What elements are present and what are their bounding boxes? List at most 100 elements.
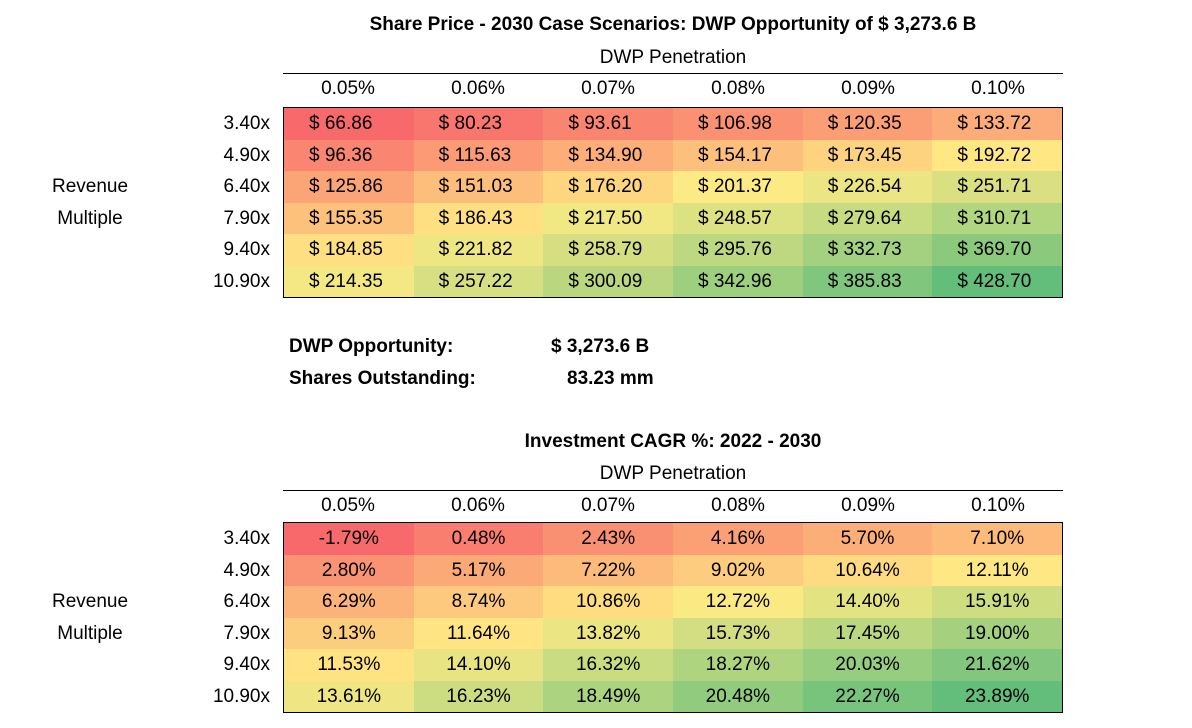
table-cell: -1.79%: [284, 523, 414, 555]
table-row: 11.53% 14.10% 16.32% 18.27% 20.03% 21.62%: [284, 649, 1063, 681]
row-header: 6.40x: [223, 591, 270, 612]
table-row: 6.29% 8.74% 10.86% 12.72% 14.40% 15.91%: [284, 586, 1063, 618]
opportunity-label: DWP Opportunity:: [289, 336, 454, 357]
row-axis-label-line1: Revenue: [51, 176, 129, 197]
table-cell: 12.72%: [673, 586, 803, 618]
column-header: 0.06%: [451, 495, 505, 516]
row-header: 4.90x: [223, 144, 270, 166]
table-cell: 23.89%: [932, 680, 1063, 712]
column-header: 0.09%: [841, 495, 895, 516]
table-cell: $ 96.36: [284, 139, 414, 171]
table-cell: 13.82%: [543, 617, 674, 649]
table-cell: $ 251.71: [932, 171, 1063, 203]
table-cell: $ 332.73: [802, 234, 933, 266]
table-cell: $ 258.79: [543, 234, 674, 266]
table-cell: $ 226.54: [802, 171, 933, 203]
table-cell: $ 214.35: [284, 265, 414, 297]
table-cell: 7.10%: [932, 523, 1063, 555]
table-cell: 4.16%: [673, 523, 803, 555]
table-cell: 21.62%: [932, 649, 1063, 681]
table-cell: 2.80%: [284, 554, 414, 586]
column-header: 0.10%: [971, 495, 1025, 516]
table-cell: $ 176.20: [543, 171, 674, 203]
share-price-heatmap-table: $ 66.86 $ 80.23 $ 93.61 $ 106.98 $ 120.35 $ 1…: [283, 107, 1063, 298]
table-cell: $ 201.37: [673, 171, 803, 203]
table-cell: $ 192.72: [932, 139, 1063, 171]
table-cell: $ 369.70: [932, 234, 1063, 266]
cagr-title: Investment CAGR %: 2022 - 2030: [524, 431, 822, 452]
table-cell: 11.64%: [413, 617, 544, 649]
opportunity-value: $ 3,273.6 B: [551, 336, 650, 357]
table-cell: $ 155.35: [284, 202, 414, 234]
table-cell: $ 115.63: [413, 139, 544, 171]
table-cell: $ 133.72: [932, 108, 1063, 140]
table-cell: 15.73%: [673, 617, 803, 649]
table-cell: $ 80.23: [413, 108, 544, 140]
table-cell: $ 428.70: [932, 265, 1063, 297]
table-cell: $ 300.09: [543, 265, 674, 297]
table-cell: 20.48%: [673, 680, 803, 712]
share-price-title: Share Price - 2030 Case Scenarios: DWP O…: [369, 14, 977, 35]
table-cell: $ 184.85: [284, 234, 414, 266]
table-cell: $ 257.22: [413, 265, 544, 297]
table-cell: 5.70%: [802, 523, 933, 555]
table-row: 9.13% 11.64% 13.82% 15.73% 17.45% 19.00%: [284, 617, 1063, 649]
row-header: 3.40x: [223, 113, 270, 134]
cagr-heatmap-table: -1.79% 0.48% 2.43% 4.16% 5.70% 7.10% 2.80% 5.17…: [283, 522, 1063, 713]
column-header: 0.05%: [321, 495, 375, 516]
table-cell: $ 279.64: [802, 202, 933, 234]
table-cell: $ 221.82: [413, 234, 544, 266]
table-cell: $ 248.57: [673, 202, 803, 234]
table-cell: $ 173.45: [802, 139, 933, 171]
table-cell: 2.43%: [543, 523, 674, 555]
table-cell: $ 217.50: [543, 202, 674, 234]
row-header: 9.40x: [223, 239, 270, 260]
table-cell: 18.27%: [673, 649, 803, 681]
share-price-col-axis-label: DWP Penetration: [599, 47, 747, 68]
column-header: 0.09%: [841, 78, 895, 99]
table-cell: 19.00%: [932, 617, 1063, 649]
table-cell: $ 120.35: [802, 108, 933, 140]
table-row: $ 184.85 $ 221.82 $ 258.79 $ 295.76 $ 332.73…: [284, 234, 1063, 266]
table-cell: 20.03%: [802, 649, 933, 681]
table-row: $ 214.35 $ 257.22 $ 300.09 $ 342.96 $ 385.83…: [284, 265, 1063, 297]
row-header: 4.90x: [223, 559, 270, 581]
table-row: -1.79% 0.48% 2.43% 4.16% 5.70% 7.10%: [284, 523, 1063, 555]
column-header: 0.06%: [451, 78, 505, 99]
table-cell: 6.29%: [284, 586, 414, 618]
row-header: 3.40x: [223, 528, 270, 549]
table-cell: 18.49%: [543, 680, 674, 712]
cagr-header-rule: [283, 490, 1063, 491]
table-cell: 10.64%: [802, 554, 933, 586]
shares-label: Shares Outstanding:: [289, 368, 476, 389]
table-cell: 9.02%: [673, 554, 803, 586]
table-cell: 22.27%: [802, 680, 933, 712]
table-cell: $ 93.61: [543, 108, 674, 140]
table-cell: 11.53%: [284, 649, 414, 681]
table-cell: 10.86%: [543, 586, 674, 618]
table-cell: $ 342.96: [673, 265, 803, 297]
row-header: 10.90x: [212, 270, 270, 292]
table-cell: 13.61%: [284, 680, 414, 712]
table-cell: 9.13%: [284, 617, 414, 649]
row-header: 9.40x: [223, 654, 270, 675]
table-cell: $ 154.17: [673, 139, 803, 171]
table-cell: 16.32%: [543, 649, 674, 681]
row-axis-label-line2: Multiple: [57, 207, 123, 229]
table-cell: $ 186.43: [413, 202, 544, 234]
table-cell: 0.48%: [413, 523, 544, 555]
table-cell: $ 310.71: [932, 202, 1063, 234]
table-cell: 14.10%: [413, 649, 544, 681]
table-row: $ 66.86 $ 80.23 $ 93.61 $ 106.98 $ 120.35 $ 1…: [284, 108, 1063, 140]
column-header: 0.07%: [581, 495, 635, 516]
table-cell: 8.74%: [413, 586, 544, 618]
row-header: 6.40x: [223, 176, 270, 197]
share-price-header-rule: [283, 73, 1063, 74]
table-cell: 5.17%: [413, 554, 544, 586]
row-header: 7.90x: [223, 207, 270, 229]
table-cell: 15.91%: [932, 586, 1063, 618]
shares-value: 83.23 mm: [567, 368, 654, 389]
column-header: 0.07%: [581, 78, 635, 99]
table-cell: $ 151.03: [413, 171, 544, 203]
row-header: 10.90x: [212, 685, 270, 707]
